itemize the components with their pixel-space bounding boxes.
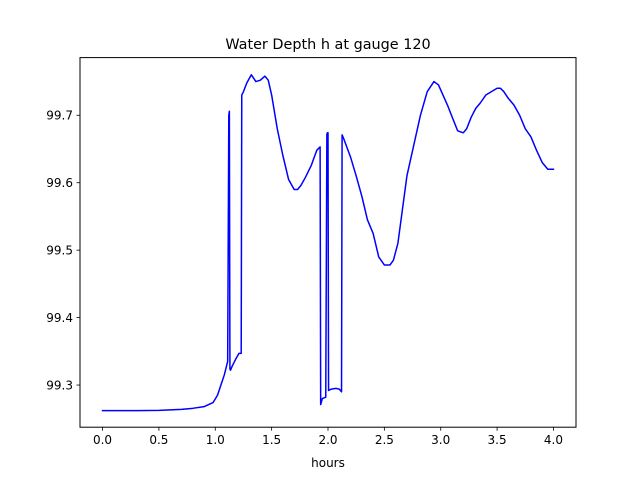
y-tick-label: 99.7	[46, 109, 73, 123]
chart-title: Water Depth h at gauge 120	[225, 37, 430, 53]
plot-area-frame	[79, 57, 577, 428]
x-tick-label: 0.5	[149, 433, 168, 447]
x-tick-label: 0.0	[93, 433, 112, 447]
x-tick-label: 1.0	[206, 433, 225, 447]
x-axis-label: hours	[311, 456, 345, 470]
x-tick-label: 3.5	[488, 433, 507, 447]
y-tick-label: 99.4	[46, 311, 73, 325]
series-line	[101, 74, 555, 412]
x-tick-label: 1.5	[262, 433, 281, 447]
y-axis-ticks: 99.3 99.4 99.5 99.6 99.7	[46, 109, 80, 392]
x-tick-label: 2.0	[318, 433, 337, 447]
x-tick-label: 2.5	[375, 433, 394, 447]
y-tick-label: 99.6	[46, 176, 73, 190]
y-tick-label: 99.5	[46, 243, 73, 257]
x-tick-label: 4.0	[544, 433, 563, 447]
series-layer	[101, 74, 555, 412]
x-tick-label: 3.0	[431, 433, 450, 447]
y-tick-label: 99.3	[46, 378, 73, 392]
x-axis-ticks: 0.0 0.5 1.0 1.5 2.0 2.5 3.0 3.5 4.0	[93, 427, 563, 447]
